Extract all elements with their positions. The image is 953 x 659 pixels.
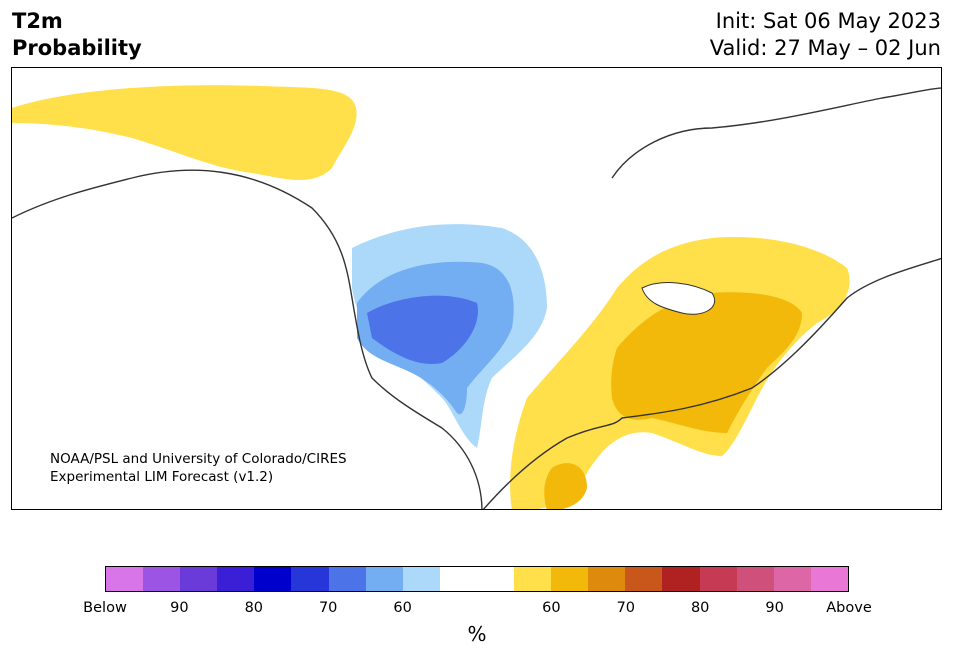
colorbar-segment (514, 567, 552, 591)
colorbar-segment (810, 567, 848, 591)
colorbar-segment (365, 567, 403, 591)
colorbar-unit: % (467, 622, 487, 646)
colorbar-segment (551, 567, 589, 591)
forecast-map: NOAA/PSL and University of Colorado/CIRE… (11, 67, 942, 510)
colorbar-segment (662, 567, 700, 591)
colorbar-tick-label: 60 (542, 600, 561, 616)
map-canvas (12, 85, 941, 509)
colorbar-segment (588, 567, 626, 591)
title-variable: T2m (12, 9, 63, 33)
colorbar-segment (773, 567, 811, 591)
above-70-east (611, 292, 802, 433)
colorbar-segment (736, 567, 774, 591)
colorbar-segment (625, 567, 663, 591)
great-lakes (641, 282, 715, 315)
colorbar-tick-label: 90 (170, 600, 189, 616)
init-date: Init: Sat 06 May 2023 (715, 9, 941, 33)
colorbar-segment (699, 567, 737, 591)
colorbar-segment (106, 567, 144, 591)
colorbar-tick-label: 70 (318, 600, 338, 616)
chart-title-left: T2m Probability (12, 8, 142, 62)
valid-range: Valid: 27 May – 02 Jun (709, 36, 941, 60)
colorbar-tick-label: Above (826, 600, 872, 616)
colorbar-tick-label: 70 (616, 600, 636, 616)
colorbar-segment (476, 567, 515, 591)
credit-line-1: NOAA/PSL and University of Colorado/CIRE… (50, 451, 347, 467)
colorbar-segment (328, 567, 366, 591)
colorbar-segment (439, 567, 477, 591)
below-80-west (367, 295, 478, 364)
colorbar-tick-label: 80 (244, 600, 264, 616)
colorbar-segment (143, 567, 181, 591)
colorbar (105, 566, 849, 592)
colorbar-segment (291, 567, 329, 591)
colorbar-tick-label: 90 (765, 600, 784, 616)
title-type: Probability (12, 36, 142, 60)
colorbar-segment (402, 567, 440, 591)
colorbar-segment (180, 567, 218, 591)
colorbar-tick-label: 60 (393, 600, 412, 616)
credit-text: NOAA/PSL and University of Colorado/CIRE… (50, 450, 347, 486)
chart-title-right: Init: Sat 06 May 2023 Valid: 27 May – 02… (710, 8, 941, 62)
coastline (12, 87, 941, 509)
colorbar-segment (217, 567, 255, 591)
credit-line-2: Experimental LIM Forecast (v1.2) (50, 469, 274, 485)
colorbar-segment (254, 567, 292, 591)
colorbar-tick-label: 80 (690, 600, 710, 616)
above-60-north (12, 85, 357, 180)
colorbar-tick-label: Below (83, 600, 127, 616)
above-70-texas (544, 463, 587, 509)
